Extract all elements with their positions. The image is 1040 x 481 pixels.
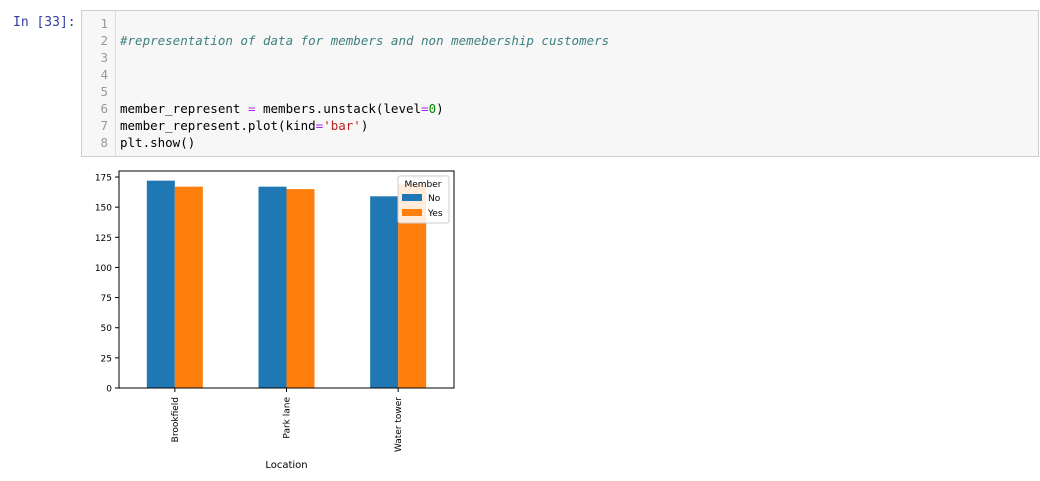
y-tick-label: 100: [95, 264, 112, 274]
x-tick-label: Brookfield: [171, 397, 181, 442]
y-tick-label: 150: [95, 204, 112, 214]
code-token: 0: [428, 101, 437, 116]
code-line[interactable]: 1: [82, 15, 1032, 32]
line-code: member_represent = members.unstack(level…: [120, 100, 444, 117]
line-number: 1: [100, 16, 108, 31]
code-token: members.unstack(level: [255, 101, 422, 116]
bar-no-0: [146, 180, 175, 388]
code-cell-input[interactable]: 1 2 #representation of data for members an…: [81, 10, 1039, 157]
line-number: 4: [100, 67, 108, 82]
line-number: 7: [100, 118, 108, 133]
x-tick-label: Water tower: [394, 397, 404, 452]
y-tick-label: 175: [95, 174, 112, 184]
line-code: #representation of data for members and …: [120, 32, 609, 49]
code-token: member_represent.plot(kind: [120, 118, 316, 133]
legend-swatch-no: [402, 194, 422, 201]
legend-label: No: [428, 194, 441, 204]
code-token: =: [421, 101, 429, 116]
code-token: ): [360, 118, 369, 133]
bar-yes-0: [174, 186, 203, 388]
bar-chart: 0 25 50 75 100 125 150 175 Brookfield Park lane Wa…: [95, 170, 455, 471]
y-tick-label: 0: [106, 385, 112, 395]
bar-no-1: [258, 186, 287, 388]
line-number: 8: [100, 135, 108, 150]
code-token: plt.show(): [120, 135, 196, 150]
line-number: 2: [100, 33, 108, 48]
code-line[interactable]: 3: [82, 49, 1032, 66]
y-tick-label: 75: [101, 294, 112, 304]
bar-yes-1: [286, 189, 315, 388]
code-line[interactable]: 5: [82, 83, 1032, 100]
code-token: #representation of data for members and …: [120, 33, 610, 48]
cell-prompt: In [33]:: [13, 15, 76, 30]
x-axis-label: Location: [265, 460, 307, 471]
code-line[interactable]: 4: [82, 66, 1032, 83]
y-tick-label: 25: [101, 354, 112, 364]
line-number: 5: [100, 84, 108, 99]
x-tick-label: Park lane: [283, 397, 293, 439]
plot-frame: [118, 170, 455, 389]
code-line[interactable]: 6 member_represent = members.unstack(leve…: [82, 100, 1032, 117]
line-code: member_represent.plot(kind='bar'): [120, 117, 368, 134]
line-number-gutter: [82, 11, 116, 156]
code-token: =: [315, 118, 324, 133]
line-code: plt.show(): [120, 134, 195, 151]
y-tick-label: 50: [101, 324, 113, 334]
legend-swatch-yes: [402, 209, 422, 216]
y-tick-label: 125: [95, 234, 112, 244]
code-line[interactable]: 7 member_represent.plot(kind='bar'): [82, 117, 1032, 134]
legend-title: Member: [404, 180, 441, 190]
code-token: =: [247, 101, 256, 116]
code-token: ): [436, 101, 444, 116]
code-token: 'bar': [323, 118, 361, 133]
legend-label: Yes: [427, 209, 443, 219]
line-number: 6: [100, 101, 108, 116]
code-line[interactable]: 2 #representation of data for members and…: [82, 32, 1032, 49]
code-line[interactable]: 8 plt.show(): [82, 134, 1032, 151]
bar-no-2: [370, 196, 399, 388]
line-number: 3: [100, 50, 108, 65]
code-token: member_represent: [120, 101, 248, 116]
